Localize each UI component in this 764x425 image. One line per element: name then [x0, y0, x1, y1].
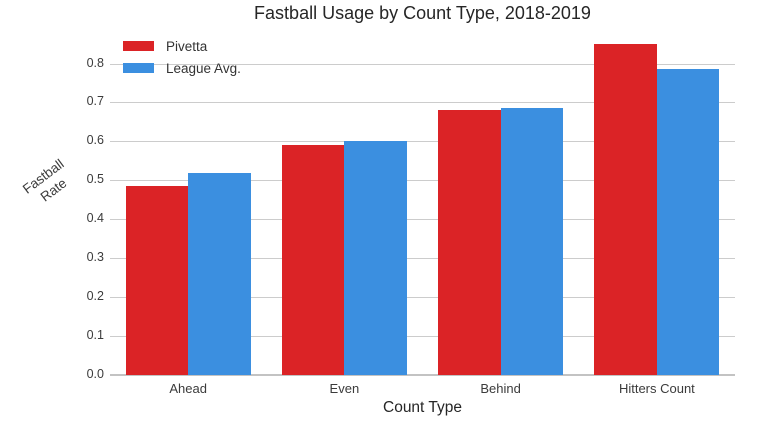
legend-label: League Avg. — [166, 60, 241, 76]
x-tick-label: Even — [329, 381, 360, 396]
y-tick-label: 0.5 — [86, 172, 104, 187]
legend-swatch — [123, 41, 154, 51]
bar-pivetta-even — [281, 145, 345, 375]
gridline — [110, 180, 735, 182]
gridline — [110, 336, 735, 338]
gridline — [110, 63, 735, 65]
y-tick-label: 0.8 — [86, 55, 104, 70]
bar-pivetta-hitters-count — [594, 44, 657, 375]
bar-league-avg-hitters-count — [656, 69, 720, 375]
bar-pivetta-behind — [438, 110, 501, 375]
legend: Pivetta League Avg. — [123, 37, 241, 81]
y-tick-label: 0.6 — [86, 133, 104, 148]
gridline — [110, 297, 735, 299]
gridline — [110, 102, 735, 104]
x-tick-label: Behind — [480, 381, 521, 396]
gridline — [110, 219, 735, 221]
x-tick-label: Hitters Count — [618, 381, 695, 396]
legend-item-pivetta: Pivetta — [123, 37, 241, 55]
y-tick-label: 0.1 — [86, 328, 104, 343]
bar-league-avg-even — [344, 141, 407, 375]
y-tick-label: 0.4 — [86, 211, 104, 226]
legend-swatch — [123, 63, 154, 73]
x-axis-line — [110, 374, 735, 376]
x-axis-label: Count Type — [383, 399, 462, 416]
gridline — [110, 141, 735, 143]
x-tick-label: Ahead — [169, 381, 207, 396]
y-tick-label: 0.2 — [86, 289, 104, 304]
legend-item-league-avg: League Avg. — [123, 59, 241, 77]
gridline — [110, 258, 735, 260]
bar-league-avg-behind — [500, 108, 564, 375]
legend-label: Pivetta — [166, 38, 208, 54]
y-tick-label: 0.3 — [86, 250, 104, 265]
y-tick-label: 0.0 — [86, 367, 104, 381]
bar-pivetta-ahead — [125, 186, 189, 375]
chart-title: Fastball Usage by Count Type, 2018-2019 — [254, 3, 591, 23]
bar-league-avg-ahead — [188, 172, 251, 375]
y-tick-label: 0.7 — [86, 94, 104, 109]
